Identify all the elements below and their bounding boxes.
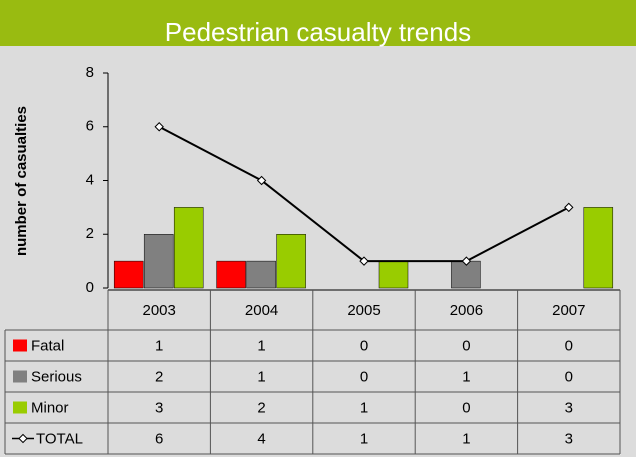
table-cell: 3 [565, 399, 573, 416]
table-cell: 0 [565, 368, 573, 385]
bar [216, 260, 246, 289]
legend-label: Minor [31, 399, 69, 416]
table-cell: 0 [360, 368, 368, 385]
table-cell: 3 [565, 430, 573, 447]
bar [451, 260, 481, 289]
total-marker [564, 202, 574, 213]
bar [143, 234, 174, 289]
total-marker [154, 122, 164, 132]
bar [378, 260, 409, 289]
y-tick-label: 0 [86, 279, 94, 296]
title-bar [0, 0, 636, 46]
table-cell: 1 [257, 337, 265, 354]
legend-swatch [13, 339, 27, 352]
table-cell: 0 [565, 337, 573, 354]
x-tick-label: 2003 [143, 302, 176, 319]
table-cell: 2 [257, 399, 265, 416]
y-tick-label: 2 [86, 225, 94, 242]
table-cell: 0 [462, 337, 470, 354]
x-tick-label: 2007 [552, 302, 585, 319]
y-tick-label: 6 [86, 118, 94, 135]
legend-swatch [13, 401, 27, 414]
legend-swatch [13, 370, 27, 383]
x-tick-label: 2006 [450, 302, 483, 319]
y-tick-label: 8 [86, 64, 94, 81]
x-tick-label: 2005 [347, 302, 380, 319]
bar [583, 207, 614, 289]
bar [246, 260, 276, 289]
bar [173, 207, 204, 289]
table-cell: 0 [360, 337, 368, 354]
table-cell: 1 [155, 337, 163, 354]
x-tick-label: 2004 [245, 302, 278, 319]
table-cell: 4 [257, 430, 265, 447]
legend-label: Fatal [31, 337, 64, 354]
table-cell: 1 [462, 430, 470, 447]
y-axis-label: number of casualties [13, 106, 30, 256]
table-cell: 0 [462, 399, 470, 416]
table-cell: 2 [155, 368, 163, 385]
legend-label: TOTAL [36, 430, 83, 447]
table-cell: 1 [360, 430, 368, 447]
legend-label: Serious [31, 368, 82, 385]
total-marker [359, 256, 369, 266]
table-cell: 1 [257, 368, 265, 385]
table-cell: 1 [360, 399, 368, 416]
total-marker [256, 175, 267, 186]
total-marker [461, 256, 472, 266]
table-cell: 6 [155, 430, 163, 447]
table-cell: 1 [462, 368, 470, 385]
table-cell: 3 [155, 399, 163, 416]
bar [113, 260, 144, 289]
legend-marker [18, 433, 28, 444]
chart-title: Pedestrian casualty trends [165, 17, 471, 47]
y-tick-label: 4 [86, 171, 94, 188]
bar [276, 234, 306, 289]
